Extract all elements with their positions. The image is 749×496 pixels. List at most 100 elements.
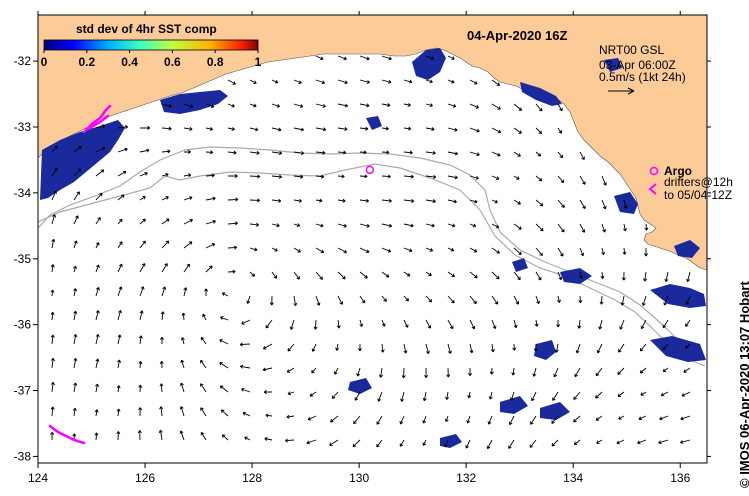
drifter-legend-label-2: to 05/04-12Z: [664, 188, 732, 202]
current-arrow: [293, 151, 305, 156]
current-arrow: [508, 439, 515, 449]
current-arrow: [50, 311, 55, 321]
current-arrow: [271, 198, 282, 203]
sst-patch: [650, 284, 706, 308]
current-arrow: [227, 245, 238, 250]
current-scale-label: 0.5m/s (1kt 24h): [599, 70, 686, 84]
sst-patch: [604, 58, 622, 72]
current-arrow: [535, 151, 542, 157]
current-arrow: [425, 150, 436, 155]
current-arrow: [381, 174, 391, 179]
current-arrow: [315, 127, 327, 132]
current-arrow: [579, 247, 585, 257]
current-arrow: [137, 430, 142, 441]
current-arrow: [180, 337, 185, 345]
current-arrow: [353, 415, 361, 425]
current-arrow: [685, 319, 691, 327]
current-arrow: [159, 406, 164, 417]
current-arrow: [117, 310, 122, 321]
current-arrow: [400, 391, 405, 402]
current-arrow: [359, 55, 370, 61]
current-arrow: [50, 264, 55, 273]
current-arrow: [293, 79, 302, 84]
current-arrow: [139, 240, 146, 249]
sst-patch: [674, 240, 700, 258]
current-arrow: [315, 150, 326, 155]
current-arrow: [315, 174, 325, 179]
current-arrow: [95, 124, 106, 129]
sst-patch: [540, 402, 570, 420]
current-arrow: [293, 271, 300, 280]
current-arrow: [246, 295, 251, 304]
drifter-legend-label-1: drifters@12h: [664, 175, 733, 189]
current-arrow: [403, 295, 409, 302]
current-arrow: [596, 343, 603, 354]
current-arrow: [621, 271, 626, 281]
sst-patch: [500, 396, 528, 414]
current-arrow: [139, 148, 150, 153]
current-arrow: [161, 149, 171, 154]
current-arrow: [336, 319, 341, 329]
current-arrow: [376, 439, 383, 448]
current-arrow: [117, 194, 125, 201]
y-tick-label: -36: [14, 318, 32, 332]
current-arrow: [307, 415, 317, 421]
current-arrow: [557, 223, 565, 233]
current-arrow: [491, 79, 501, 86]
current-arrow: [469, 319, 476, 330]
current-arrow: [262, 367, 273, 372]
current-arrow: [200, 431, 207, 441]
current-arrow: [399, 415, 405, 425]
current-arrow: [447, 199, 457, 204]
current-arrow: [181, 312, 186, 321]
current-arrow: [315, 55, 324, 61]
current-arrow: [73, 191, 80, 201]
current-arrow: [95, 358, 100, 369]
current-arrow: [315, 247, 325, 254]
current-arrow: [381, 55, 392, 61]
current-arrow: [95, 264, 100, 273]
current-arrow: [557, 175, 565, 184]
current-arrow: [535, 103, 543, 112]
current-arrow: [264, 436, 273, 441]
current-arrow: [512, 343, 517, 351]
current-arrow: [359, 174, 368, 179]
x-tick-label: 134: [563, 471, 583, 485]
current-arrow: [205, 173, 215, 178]
drifter-tracks: [48, 104, 112, 445]
current-arrow: [403, 271, 411, 277]
current-arrow: [356, 367, 361, 377]
current-arrow: [447, 79, 455, 84]
x-tick-label: 130: [349, 471, 369, 485]
current-arrow: [219, 362, 229, 369]
current-vectors: [50, 55, 691, 450]
current-arrow: [579, 223, 586, 233]
current-arrow: [381, 295, 387, 302]
current-arrow: [663, 295, 669, 306]
current-arrow: [403, 343, 408, 354]
current-arrow: [286, 367, 295, 373]
current-arrow: [200, 407, 207, 417]
current-arrow: [73, 310, 78, 321]
current-arrow: [359, 126, 369, 131]
current-info: NRT00 GSL 03-Apr 06:00Z 0.5m/s (1kt 24h): [599, 43, 686, 95]
current-arrow: [422, 415, 427, 424]
current-arrow: [425, 343, 430, 355]
current-arrow: [239, 342, 251, 347]
current-arrow: [447, 175, 458, 180]
current-arrow: [579, 271, 584, 279]
current-arrow: [513, 319, 518, 329]
current-arrow: [469, 103, 479, 109]
current-arrow: [447, 343, 452, 354]
current-arrow: [183, 196, 193, 201]
current-arrow: [381, 247, 392, 253]
current-arrow: [513, 199, 521, 205]
current-arrow: [158, 429, 163, 441]
current-arrow: [50, 431, 55, 441]
colorbar-tick-label: 0.8: [207, 55, 224, 69]
current-arrow: [491, 295, 499, 305]
current-arrow: [160, 311, 165, 321]
colorbar-tick-label: 0.6: [164, 55, 181, 69]
sst-patch: [512, 258, 528, 272]
current-arrow: [271, 247, 278, 252]
